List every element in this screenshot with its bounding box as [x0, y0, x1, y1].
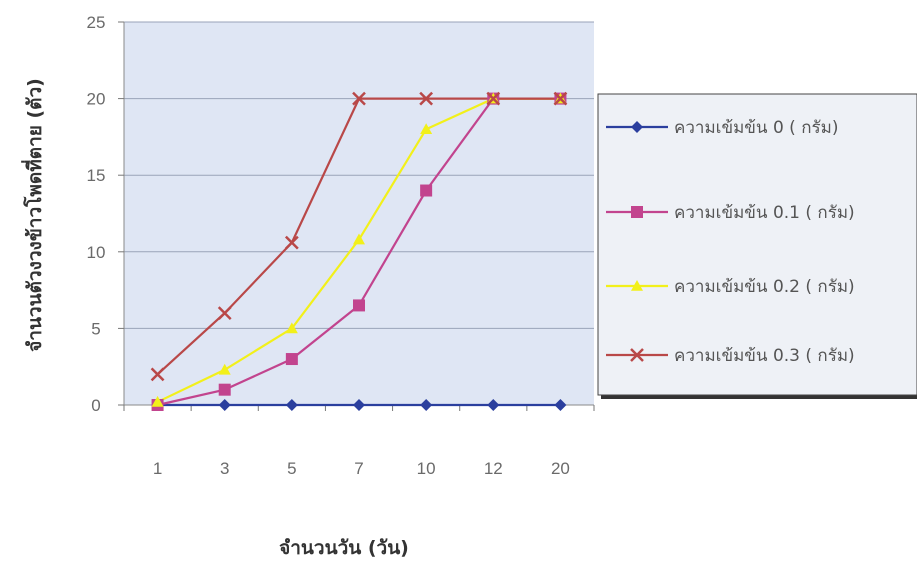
data-point: [285, 322, 298, 334]
series-markers: [150, 91, 568, 411]
legend-entry: ความเข้มข้น 0.2 ( กรัม): [606, 277, 855, 297]
x-tick-label: 10: [417, 459, 436, 478]
x-tick-label: 3: [220, 459, 229, 478]
legend-entry: ความเข้มข้น 0.3 ( กรัม): [606, 346, 855, 366]
x-tick-label: 1: [153, 459, 162, 478]
legend-entry: ความเข้มข้น 0 ( กรัม): [606, 118, 838, 138]
data-point: [151, 395, 164, 407]
legend: ความเข้มข้น 0 ( กรัม) ความเข้มข้น 0.1 ( ก…: [597, 93, 917, 399]
legend-label: ความเข้มข้น 0 ( กรัม): [674, 118, 838, 138]
x-tick-label: 12: [484, 459, 503, 478]
y-tick-label: 25: [87, 13, 106, 32]
legend-label: ความเข้มข้น 0.1 ( กรัม): [674, 203, 855, 223]
x-axis-title: จำนวนวัน (วัน): [279, 537, 409, 559]
data-point: [217, 306, 232, 320]
data-point: [150, 367, 165, 382]
data-point: [285, 353, 298, 366]
y-tick-label: 10: [87, 243, 106, 262]
y-tick-label: 0: [91, 396, 100, 415]
data-point: [553, 91, 568, 106]
legend-entry: ความเข้มข้น 0.1 ( กรัม): [606, 203, 855, 223]
plot-area-background: [124, 22, 594, 405]
data-point: [218, 399, 231, 411]
data-point: [486, 91, 501, 106]
legend-box: [597, 93, 917, 396]
data-point: [419, 91, 434, 106]
legend-marker: [631, 206, 643, 218]
data-point: [352, 91, 366, 106]
y-tick-label: 15: [87, 166, 106, 185]
y-tick-label: 20: [87, 90, 106, 109]
x-tick-label: 20: [551, 459, 570, 478]
legend-marker: [631, 280, 643, 291]
data-point: [554, 399, 567, 411]
data-point: [487, 399, 500, 411]
x-tick-label: 7: [354, 459, 363, 478]
y-tick-label: 5: [91, 319, 100, 338]
legend-label: ความเข้มข้น 0.2 ( กรัม): [674, 277, 855, 297]
legend-label: ความเข้มข้น 0.3 ( กรัม): [674, 346, 855, 366]
data-point: [353, 233, 365, 245]
data-point: [420, 123, 433, 135]
data-point: [353, 299, 365, 312]
y-axis-ticks: 0 5 10 15 20 25: [87, 13, 124, 415]
data-point: [420, 399, 433, 411]
data-point: [285, 399, 298, 411]
data-point: [218, 383, 231, 396]
data-point: [420, 184, 433, 197]
x-tick-label: 5: [287, 459, 296, 478]
legend-marker: [631, 121, 643, 133]
legend-marker: [630, 348, 644, 362]
x-axis-ticks: 1 3 5 7 10 12 20: [123, 405, 595, 478]
data-point: [218, 363, 231, 375]
data-point: [284, 235, 299, 250]
data-point: [353, 399, 365, 411]
y-axis-title: จำนวนตัวงวงข้าวโพดที่ตาย (ตัว): [21, 78, 46, 352]
